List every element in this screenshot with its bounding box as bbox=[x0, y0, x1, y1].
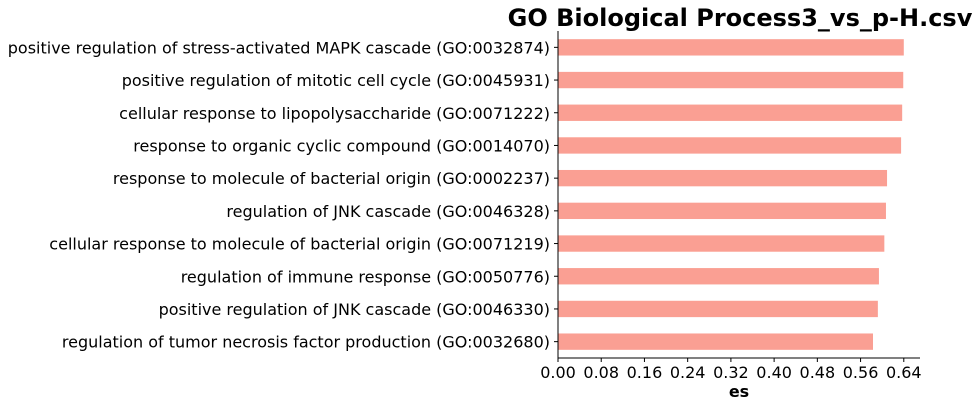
bars bbox=[558, 39, 904, 350]
x-tick-label: 0.00 bbox=[540, 363, 576, 382]
category-label: cellular response to molecule of bacteri… bbox=[49, 235, 550, 254]
x-tick-label: 0.56 bbox=[843, 363, 879, 382]
bar bbox=[558, 104, 903, 121]
category-label: cellular response to lipopolysaccharide … bbox=[119, 104, 550, 123]
bar bbox=[558, 202, 886, 220]
category-labels: positive regulation of stress-activated … bbox=[8, 38, 558, 352]
category-label: regulation of tumor necrosis factor prod… bbox=[62, 333, 550, 352]
bar bbox=[558, 235, 885, 252]
x-tick-label: 0.24 bbox=[670, 363, 706, 382]
category-label: positive regulation of stress-activated … bbox=[8, 38, 550, 57]
category-label: regulation of immune response (GO:005077… bbox=[181, 267, 550, 286]
x-axis: 0.00 0.08 0.16 0.24 0.32 0.40 0.48 0.56 0.64 bbox=[540, 357, 922, 382]
bar bbox=[558, 268, 879, 285]
bar bbox=[558, 39, 904, 56]
bar bbox=[558, 300, 878, 318]
bar bbox=[558, 71, 904, 89]
category-label: positive regulation of mitotic cell cycl… bbox=[122, 71, 550, 90]
x-tick-label: 0.16 bbox=[627, 363, 663, 382]
category-label: response to molecule of bacterial origin… bbox=[113, 169, 550, 188]
category-label: response to organic cyclic compound (GO:… bbox=[133, 136, 550, 155]
bar bbox=[558, 333, 873, 350]
bar bbox=[558, 137, 902, 154]
x-tick-label: 0.64 bbox=[886, 363, 922, 382]
x-tick-label: 0.40 bbox=[756, 363, 792, 382]
category-label: positive regulation of JNK cascade (GO:0… bbox=[159, 300, 550, 319]
x-tick-label: 0.08 bbox=[583, 363, 619, 382]
x-tick-label: 0.48 bbox=[800, 363, 836, 382]
category-label: regulation of JNK cascade (GO:0046328) bbox=[226, 202, 550, 221]
x-axis-label: es bbox=[729, 382, 749, 401]
chart-title: GO Biological Process3_vs_p-H.csv bbox=[508, 4, 973, 32]
bar bbox=[558, 169, 888, 187]
x-tick-label: 0.32 bbox=[713, 363, 749, 382]
